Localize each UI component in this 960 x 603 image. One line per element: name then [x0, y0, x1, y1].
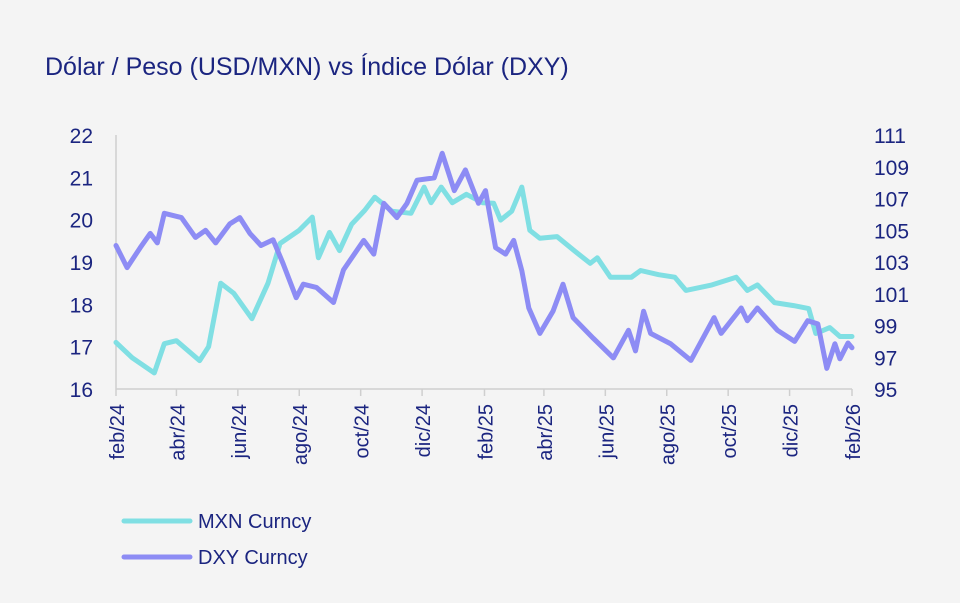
- series-line-dxy: [113, 150, 855, 371]
- left-y-tick-label: 20: [70, 210, 93, 233]
- right-y-tick-label: 95: [874, 379, 897, 402]
- right-y-tick-label: 99: [874, 316, 897, 339]
- x-tick-label: dic/24: [413, 404, 435, 457]
- left-y-tick-label: 16: [70, 379, 93, 402]
- x-tick-label: jun/24: [229, 404, 251, 460]
- left-y-tick-label: 19: [70, 252, 93, 275]
- series-line-mxn: [113, 184, 855, 376]
- legend-label-dxy: DXY Curncy: [198, 547, 308, 569]
- right-y-tick-label: 105: [874, 220, 909, 243]
- left-y-tick-label: 17: [70, 337, 93, 360]
- right-y-tick-label: 109: [874, 157, 909, 180]
- x-tick-label: feb/24: [107, 404, 129, 460]
- left-y-tick-label: 22: [70, 125, 93, 148]
- left-y-tick-label: 18: [70, 294, 93, 317]
- x-tick-label: jun/25: [596, 404, 618, 460]
- x-tick-label: oct/24: [352, 404, 374, 458]
- legend: MXN Curncy DXY Curncy: [121, 511, 311, 569]
- x-tick-label: abr/25: [535, 404, 557, 461]
- right-y-tick-label: 101: [874, 284, 909, 307]
- x-tick-label: oct/25: [719, 404, 741, 458]
- right-y-tick-label: 107: [874, 189, 909, 212]
- right-y-tick-label: 103: [874, 252, 909, 275]
- legend-label-mxn: MXN Curncy: [198, 511, 311, 533]
- left-y-tick-label: 21: [70, 167, 93, 190]
- right-y-tick-label: 97: [874, 347, 897, 370]
- x-tick-label: ago/24: [290, 404, 312, 465]
- x-tick-label: ago/25: [658, 404, 680, 465]
- x-tick-label: abr/24: [167, 404, 189, 461]
- x-tick-label: feb/25: [476, 404, 498, 460]
- x-tick-label: dic/25: [781, 404, 803, 457]
- x-tick-label: feb/26: [843, 404, 865, 460]
- chart-title: Dólar / Peso (USD/MXN) vs Índice Dólar (…: [45, 52, 569, 81]
- right-y-tick-label: 111: [874, 125, 906, 148]
